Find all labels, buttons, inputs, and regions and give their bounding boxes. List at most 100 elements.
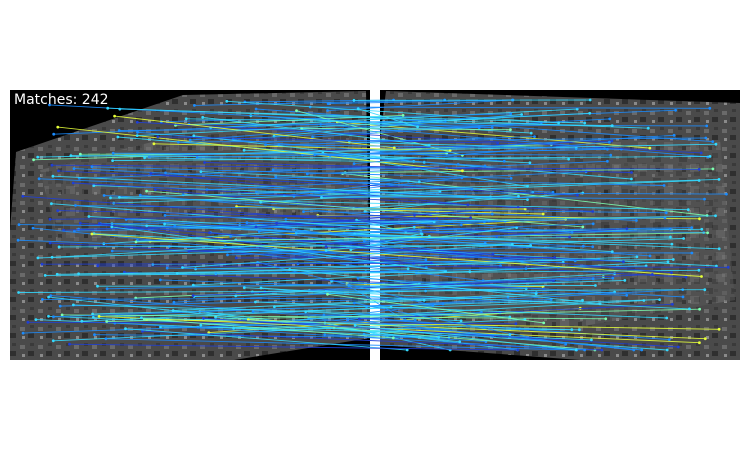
keypoint (681, 295, 685, 299)
keypoint (648, 146, 652, 150)
keypoint (143, 156, 147, 160)
keypoint (697, 168, 701, 171)
keypoint (671, 302, 674, 306)
keypoint (324, 245, 328, 249)
keypoint (229, 235, 233, 238)
match-line (23, 319, 416, 334)
match-line (203, 317, 679, 348)
keypoint (581, 191, 585, 195)
keypoint (726, 265, 730, 269)
keypoint (541, 212, 545, 216)
keypoint (134, 240, 138, 244)
keypoint (714, 214, 717, 218)
keypoint (71, 181, 75, 185)
keypoint (159, 325, 162, 329)
match-line (135, 232, 708, 243)
keypoint (583, 348, 586, 352)
keypoint (48, 103, 51, 107)
keypoint (672, 133, 676, 137)
match-line (99, 223, 414, 265)
match-line (260, 287, 425, 301)
keypoint (254, 225, 258, 229)
keypoint (153, 188, 157, 192)
match-line (150, 173, 468, 206)
keypoint (352, 162, 356, 166)
keypoint (520, 113, 523, 116)
keypoint (352, 98, 356, 102)
keypoint (80, 319, 84, 323)
keypoint (697, 268, 701, 272)
keypoint (502, 159, 506, 163)
keypoint (413, 213, 416, 217)
keypoint (305, 172, 309, 176)
match-line (99, 315, 700, 344)
keypoint (52, 132, 56, 136)
keypoint (92, 184, 96, 188)
keypoint (90, 165, 94, 169)
keypoint (568, 235, 571, 239)
keypoint (564, 342, 568, 346)
keypoint (684, 275, 688, 279)
match-line (27, 321, 516, 325)
keypoint (242, 286, 246, 290)
keypoint (349, 248, 353, 252)
keypoint (674, 108, 677, 112)
keypoint (490, 212, 494, 216)
match-line (178, 137, 706, 143)
keypoint (591, 222, 595, 226)
keypoint (324, 249, 328, 252)
keypoint (78, 152, 82, 156)
keypoint (591, 277, 595, 281)
keypoint (665, 348, 669, 352)
keypoint (461, 169, 464, 173)
keypoint (416, 125, 419, 129)
keypoint (191, 294, 195, 297)
keypoint (573, 259, 577, 263)
match-line (239, 215, 716, 226)
match-line (253, 311, 520, 330)
match-line (265, 144, 605, 150)
keypoint (135, 134, 139, 138)
match-line (137, 112, 590, 137)
match-line (57, 210, 437, 219)
keypoint (138, 193, 142, 197)
match-line (69, 343, 518, 351)
keypoint (437, 335, 441, 339)
keypoint (533, 135, 536, 139)
match-line (194, 99, 445, 106)
match-line (53, 299, 552, 318)
keypoint (353, 324, 357, 327)
keypoint (32, 158, 35, 162)
keypoint (665, 316, 669, 320)
keypoint (232, 326, 236, 330)
keypoint (703, 288, 707, 292)
match-line (353, 192, 583, 210)
match-line (119, 127, 493, 131)
keypoint (105, 320, 109, 323)
keypoint (149, 172, 153, 175)
keypoint (391, 336, 395, 340)
match-line (107, 107, 649, 129)
keypoint (26, 320, 30, 324)
keypoint (570, 328, 574, 332)
match-line (37, 143, 716, 158)
keypoint (181, 266, 184, 269)
keypoint (199, 323, 203, 327)
keypoint (251, 310, 255, 313)
keypoint (135, 120, 139, 124)
match-line (141, 317, 572, 331)
keypoint (670, 271, 673, 275)
match-line (51, 203, 421, 233)
keypoint (650, 273, 654, 276)
keypoint (517, 194, 520, 198)
keypoint (551, 190, 555, 194)
keypoint (304, 310, 308, 314)
keypoint (581, 225, 585, 229)
keypoint (594, 284, 597, 287)
keypoint (34, 318, 38, 321)
keypoint (717, 178, 721, 181)
keypoint (43, 274, 47, 277)
keypoint (427, 143, 431, 147)
keypoint (635, 219, 638, 222)
keypoint (116, 135, 120, 139)
